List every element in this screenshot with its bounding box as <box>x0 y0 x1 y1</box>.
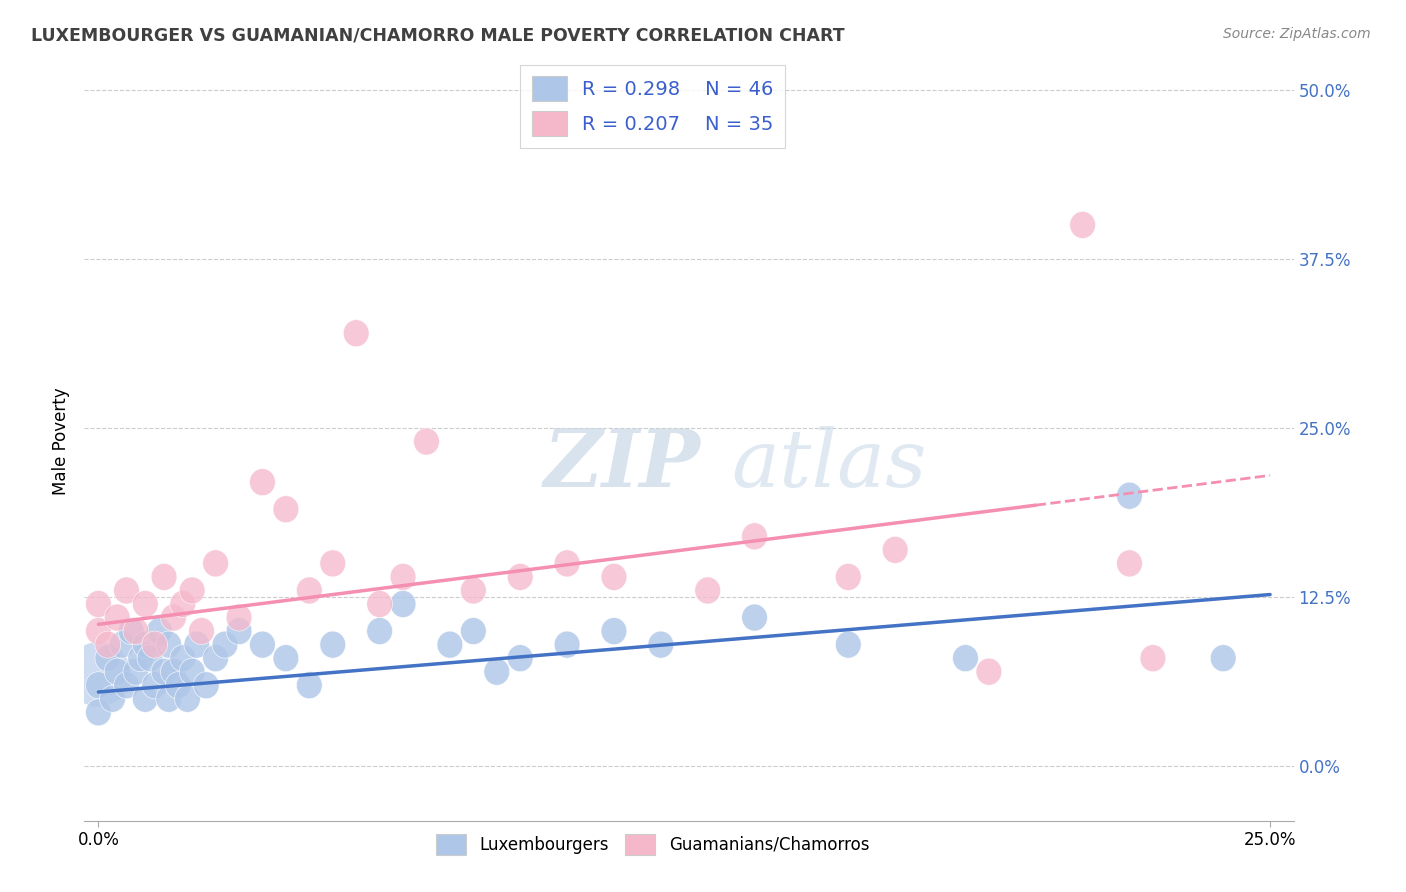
Ellipse shape <box>212 632 238 658</box>
Ellipse shape <box>461 617 486 645</box>
Ellipse shape <box>100 685 125 713</box>
Ellipse shape <box>194 672 219 698</box>
Ellipse shape <box>1070 211 1095 238</box>
Ellipse shape <box>188 617 215 645</box>
Legend: Luxembourgers, Guamanians/Chamorros: Luxembourgers, Guamanians/Chamorros <box>429 827 876 862</box>
Ellipse shape <box>742 604 768 632</box>
Ellipse shape <box>142 632 167 658</box>
Ellipse shape <box>508 645 533 672</box>
Ellipse shape <box>184 632 209 658</box>
Ellipse shape <box>86 672 111 698</box>
Ellipse shape <box>114 672 139 698</box>
Ellipse shape <box>226 617 252 645</box>
Ellipse shape <box>343 319 370 347</box>
Ellipse shape <box>66 642 131 706</box>
Text: ZIP: ZIP <box>544 425 700 503</box>
Ellipse shape <box>180 577 205 604</box>
Ellipse shape <box>128 645 153 672</box>
Ellipse shape <box>160 604 186 632</box>
Ellipse shape <box>170 645 195 672</box>
Ellipse shape <box>461 577 486 604</box>
Ellipse shape <box>367 591 392 617</box>
Ellipse shape <box>648 632 673 658</box>
Ellipse shape <box>156 632 181 658</box>
Ellipse shape <box>104 658 131 685</box>
Ellipse shape <box>250 632 276 658</box>
Ellipse shape <box>413 428 440 455</box>
Ellipse shape <box>180 658 205 685</box>
Ellipse shape <box>160 658 186 685</box>
Ellipse shape <box>96 632 121 658</box>
Ellipse shape <box>367 617 392 645</box>
Ellipse shape <box>508 564 533 591</box>
Ellipse shape <box>114 577 139 604</box>
Ellipse shape <box>1211 645 1236 672</box>
Ellipse shape <box>391 564 416 591</box>
Ellipse shape <box>250 468 276 496</box>
Ellipse shape <box>273 496 299 523</box>
Ellipse shape <box>484 658 510 685</box>
Ellipse shape <box>695 577 721 604</box>
Ellipse shape <box>297 577 322 604</box>
Ellipse shape <box>156 685 181 713</box>
Ellipse shape <box>297 672 322 698</box>
Ellipse shape <box>202 549 229 577</box>
Ellipse shape <box>132 685 159 713</box>
Ellipse shape <box>742 523 768 549</box>
Ellipse shape <box>883 536 908 564</box>
Text: LUXEMBOURGER VS GUAMANIAN/CHAMORRO MALE POVERTY CORRELATION CHART: LUXEMBOURGER VS GUAMANIAN/CHAMORRO MALE … <box>31 27 845 45</box>
Ellipse shape <box>104 604 131 632</box>
Ellipse shape <box>86 591 111 617</box>
Ellipse shape <box>132 632 159 658</box>
Ellipse shape <box>152 658 177 685</box>
Y-axis label: Male Poverty: Male Poverty <box>52 388 70 495</box>
Ellipse shape <box>110 632 135 658</box>
Ellipse shape <box>273 645 299 672</box>
Ellipse shape <box>146 617 173 645</box>
Text: Source: ZipAtlas.com: Source: ZipAtlas.com <box>1223 27 1371 41</box>
Ellipse shape <box>1140 645 1166 672</box>
Ellipse shape <box>437 632 463 658</box>
Ellipse shape <box>124 617 149 645</box>
Ellipse shape <box>166 672 191 698</box>
Ellipse shape <box>1116 483 1143 509</box>
Ellipse shape <box>118 617 145 645</box>
Ellipse shape <box>602 617 627 645</box>
Ellipse shape <box>953 645 979 672</box>
Ellipse shape <box>321 632 346 658</box>
Ellipse shape <box>96 645 121 672</box>
Ellipse shape <box>202 645 229 672</box>
Ellipse shape <box>174 685 201 713</box>
Ellipse shape <box>138 645 163 672</box>
Ellipse shape <box>86 617 111 645</box>
Ellipse shape <box>124 658 149 685</box>
Ellipse shape <box>86 698 111 726</box>
Ellipse shape <box>602 564 627 591</box>
Ellipse shape <box>1116 549 1143 577</box>
Ellipse shape <box>321 549 346 577</box>
Text: atlas: atlas <box>731 425 927 503</box>
Ellipse shape <box>391 591 416 617</box>
Ellipse shape <box>835 632 862 658</box>
Ellipse shape <box>142 672 167 698</box>
Ellipse shape <box>976 658 1002 685</box>
Ellipse shape <box>554 549 581 577</box>
Ellipse shape <box>170 591 195 617</box>
Ellipse shape <box>835 564 862 591</box>
Ellipse shape <box>132 591 159 617</box>
Ellipse shape <box>554 632 581 658</box>
Ellipse shape <box>226 604 252 632</box>
Ellipse shape <box>152 564 177 591</box>
